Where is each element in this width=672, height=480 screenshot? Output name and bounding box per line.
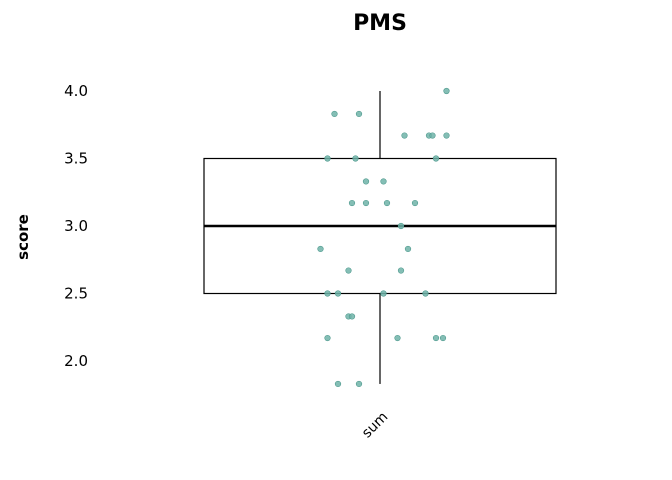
data-point xyxy=(411,199,419,207)
data-point xyxy=(443,132,450,139)
data-point xyxy=(352,155,359,162)
data-point xyxy=(362,178,370,185)
data-point xyxy=(443,87,450,95)
data-point xyxy=(432,334,440,342)
data-point xyxy=(394,334,401,342)
data-point xyxy=(355,110,363,118)
data-point xyxy=(324,290,331,297)
y-tick-label: 3.5 xyxy=(64,150,88,168)
data-point xyxy=(334,290,342,297)
y-tick-label: 3.0 xyxy=(64,217,88,235)
data-point xyxy=(324,155,331,162)
chart-title: PMS xyxy=(353,11,407,36)
data-point xyxy=(380,178,387,185)
data-point xyxy=(404,245,412,253)
data-point xyxy=(429,132,436,139)
data-point xyxy=(383,199,391,207)
x-category-label: sum xyxy=(359,409,391,441)
data-point xyxy=(422,290,429,297)
data-point xyxy=(397,222,405,230)
data-point xyxy=(334,380,342,388)
data-point xyxy=(324,334,331,342)
data-point xyxy=(345,267,352,274)
data-point xyxy=(355,380,363,388)
data-point xyxy=(317,245,324,253)
data-point xyxy=(439,334,447,342)
y-axis-label: score xyxy=(14,214,32,260)
box-group xyxy=(203,157,557,295)
y-tick-label: 2.0 xyxy=(64,352,88,370)
y-tick-labels: 2.0 2.5 3.0 3.5 4.0 xyxy=(64,82,88,370)
data-point xyxy=(348,313,356,320)
data-points xyxy=(317,87,450,388)
y-tick-label: 2.5 xyxy=(64,285,88,303)
data-point xyxy=(380,290,387,297)
x-category-labels: sum xyxy=(359,409,391,441)
data-point xyxy=(348,199,356,207)
y-tick-label: 4.0 xyxy=(64,82,88,100)
data-point xyxy=(397,267,405,274)
data-point xyxy=(401,132,408,139)
data-point xyxy=(432,155,440,162)
data-point xyxy=(331,110,338,118)
data-point xyxy=(362,199,370,207)
